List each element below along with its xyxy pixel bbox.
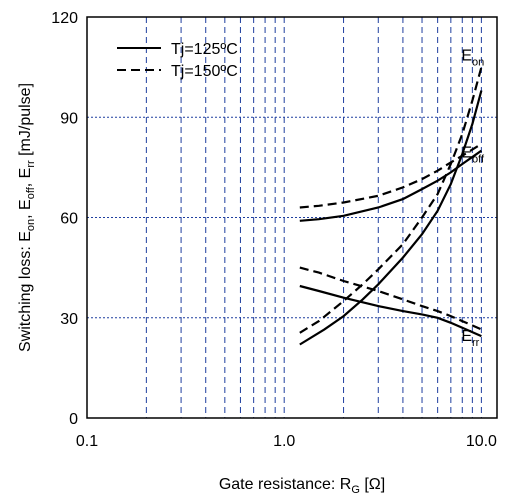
curve-label-err: Err [461, 328, 479, 349]
curve-labels: Eon Eoff Err [461, 47, 485, 349]
x-tick-label: 10.0 [466, 433, 497, 450]
legend-label: Tj=125ºC [171, 41, 238, 58]
y-axis-label: Switching loss: Eon, Eoff, Err [mJ/pulse… [17, 83, 37, 352]
series-line-e-on-150c [299, 66, 483, 334]
x-tick-label: 1.0 [273, 433, 295, 450]
y-tick-label: 90 [60, 110, 78, 127]
y-tick-label: 30 [60, 311, 78, 328]
curve-label-eon: Eon [461, 47, 484, 68]
series-line-e-on-125c [299, 90, 483, 346]
curve-label-eoff: Eoff [461, 144, 485, 165]
y-tick-label: 120 [51, 10, 78, 27]
series-line-e-off-150c [299, 143, 482, 209]
series-lines [299, 66, 483, 346]
plot-frame [86, 16, 498, 419]
series-line-e-off-125c [299, 149, 483, 222]
legend-label: Tj=150ºC [171, 63, 238, 80]
grid [87, 17, 497, 418]
axis-labels: Gate resistance: RG [Ω] Switching loss: E… [17, 83, 385, 496]
series-line-e-rr-150c [299, 266, 482, 331]
x-axis-label: Gate resistance: RG [Ω] [219, 476, 385, 496]
x-tick-label: 0.1 [76, 433, 98, 450]
series-line-e-rr-125c [299, 284, 482, 338]
y-tick-label: 60 [60, 211, 78, 228]
legend: Tj=125ºC Tj=150ºC [117, 41, 238, 80]
y-tick-label: 0 [69, 411, 78, 428]
tick-labels: 0 30 60 90 120 0.1 1.0 10.0 [51, 10, 497, 450]
